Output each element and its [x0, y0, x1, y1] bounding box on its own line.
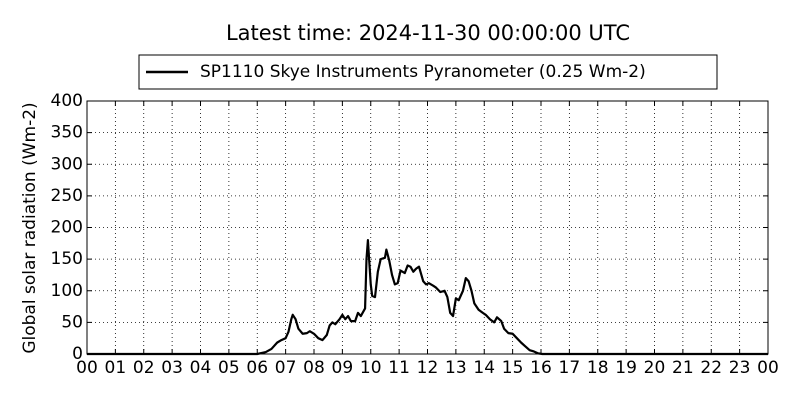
y-tick-label: 0: [72, 344, 83, 364]
y-tick-label: 400: [51, 91, 83, 111]
plot-frame: [86, 100, 769, 355]
x-tick-label: 03: [161, 358, 183, 378]
x-tick-label: 09: [332, 358, 354, 378]
x-tick-label: 06: [246, 358, 268, 378]
chart-title: Latest time: 2024-11-30 00:00:00 UTC: [226, 21, 630, 45]
x-tick-label: 21: [672, 358, 694, 378]
y-tick-label: 100: [51, 281, 83, 301]
x-tick-label: 08: [303, 358, 325, 378]
x-tick-label: 04: [190, 358, 212, 378]
y-axis-label: Global solar radiation (Wm-2): [20, 102, 40, 353]
legend-label: SP1110 Skye Instruments Pyranometer (0.2…: [200, 62, 646, 82]
x-tick-label: 19: [615, 358, 637, 378]
y-tick-label: 350: [51, 123, 83, 143]
x-tick-label: 00: [757, 358, 779, 378]
y-tick-label: 200: [51, 218, 83, 238]
data-line: [87, 239, 768, 356]
x-tick-label: 23: [729, 358, 751, 378]
x-tick-label: 11: [388, 358, 410, 378]
x-tick-label: 07: [275, 358, 297, 378]
x-tick-label: 10: [360, 358, 382, 378]
x-tick-label: 01: [105, 358, 127, 378]
x-tick-label: 00: [76, 358, 98, 378]
x-tick-label: 13: [445, 358, 467, 378]
x-tick-label: 18: [587, 358, 609, 378]
x-tick-label: 17: [559, 358, 581, 378]
x-tick-label: 12: [417, 358, 439, 378]
x-tick-label: 02: [133, 358, 155, 378]
x-tick-label: 20: [644, 358, 666, 378]
y-tick-label: 250: [51, 186, 83, 206]
x-tick-label: 14: [473, 358, 495, 378]
y-tick-label: 150: [51, 249, 83, 269]
y-tick-label: 300: [51, 154, 83, 174]
x-tick-label: 22: [700, 358, 722, 378]
x-tick-label: 05: [218, 358, 240, 378]
x-tick-label: 16: [530, 358, 552, 378]
x-tick-label: 15: [502, 358, 524, 378]
legend-box: [138, 54, 718, 90]
y-tick-label: 50: [61, 312, 83, 332]
